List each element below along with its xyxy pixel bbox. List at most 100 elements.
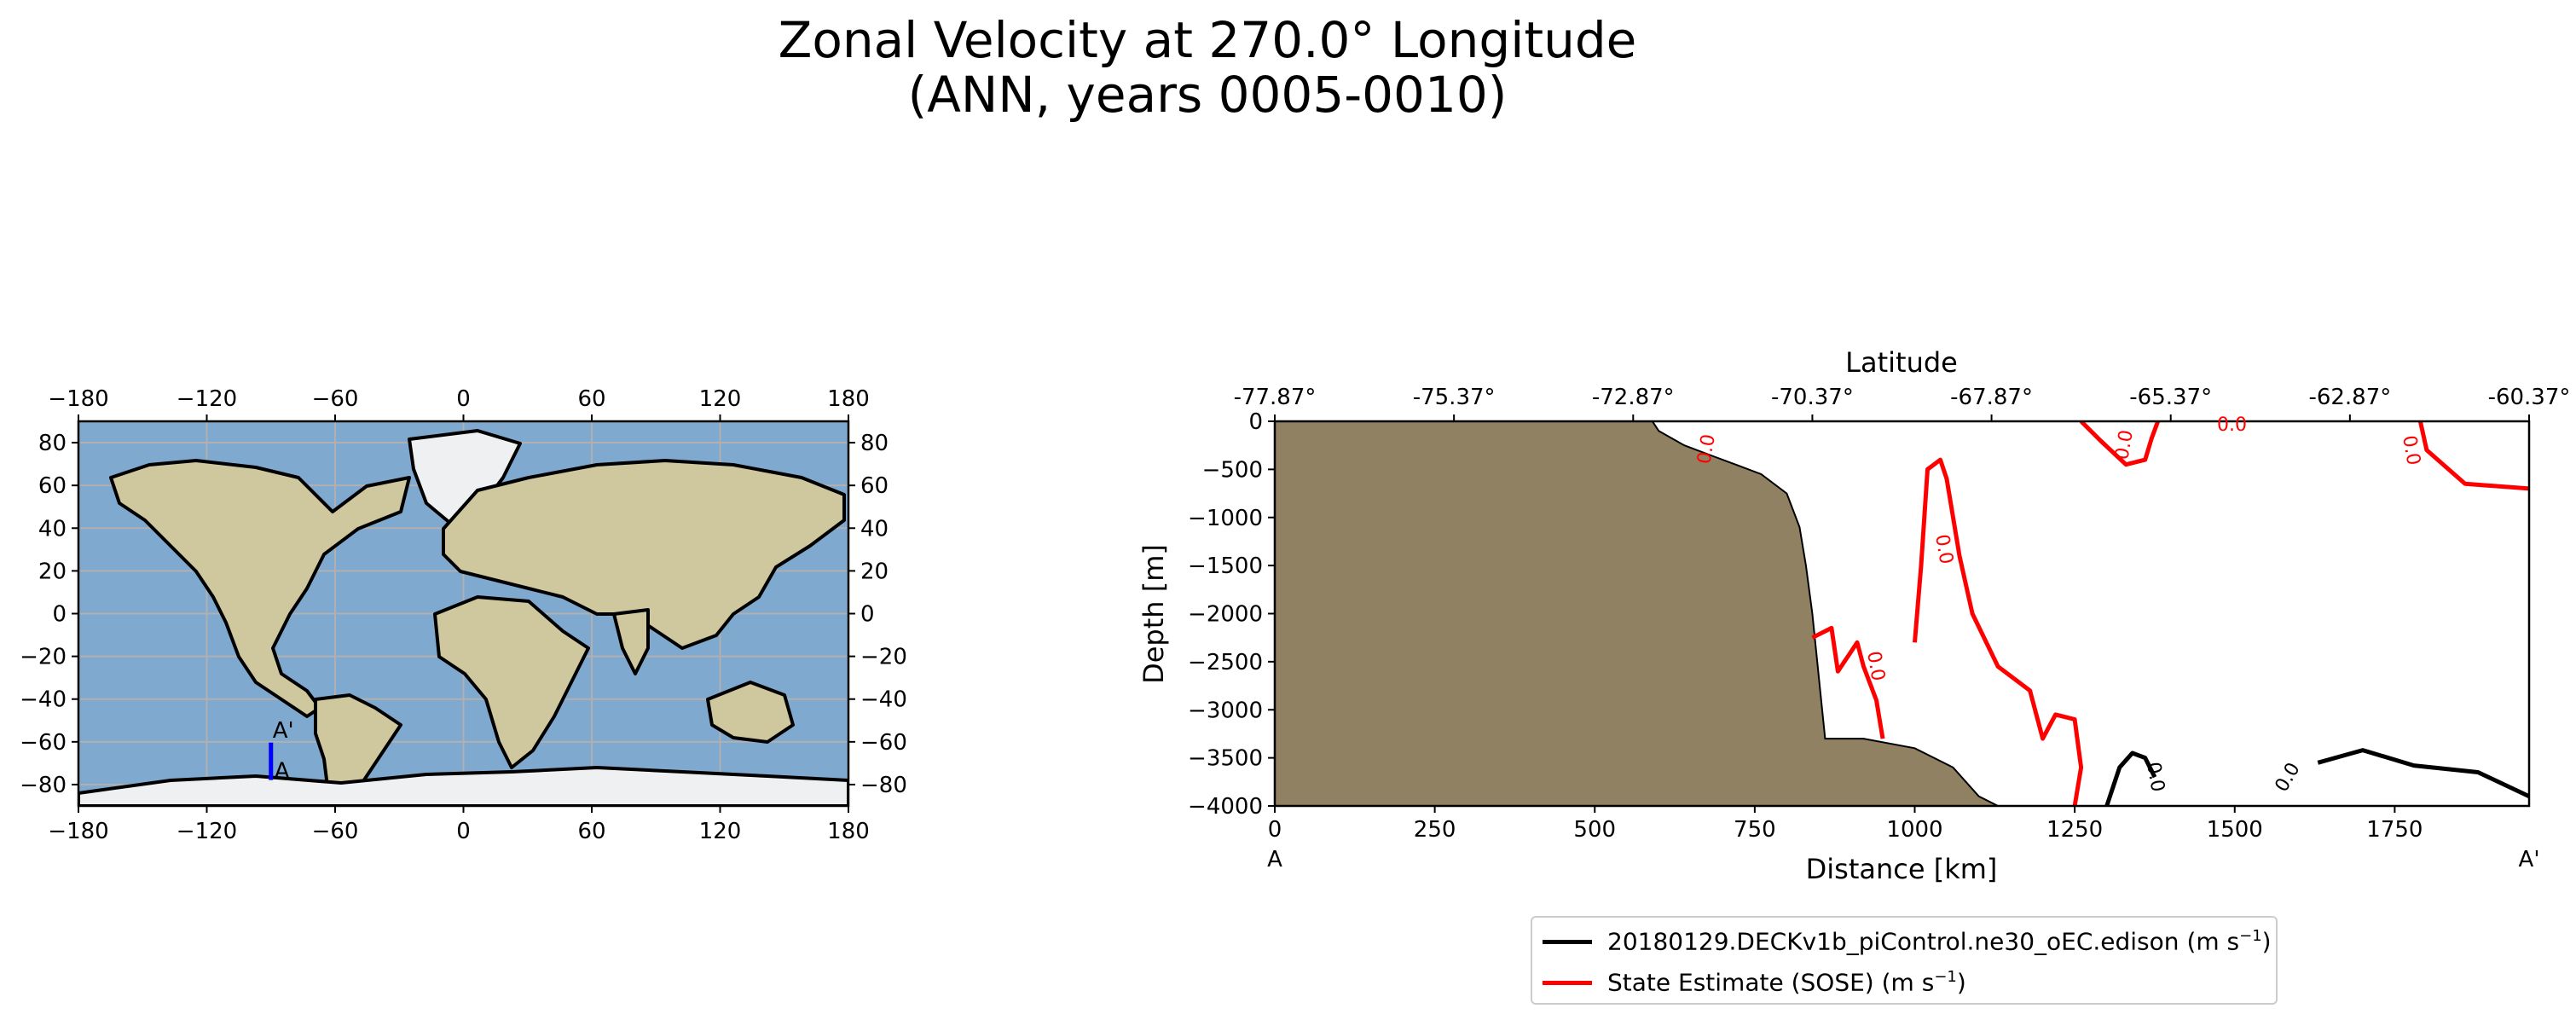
- section-x-tick-label: 0: [1268, 817, 1282, 843]
- model-contour-line: [2104, 751, 2157, 806]
- section-y-tick-label: −3500: [1188, 746, 1263, 772]
- map-ticks: −180 −180 −120 −120 −60 −60 0 0 60 60 120 120 180 180…: [20, 386, 907, 844]
- section-xlabel: Distance [km]: [1806, 853, 1998, 885]
- model-zero-contours: [2104, 748, 2529, 806]
- map-top-tick-label: 60: [577, 386, 605, 412]
- map-bottom-tick-label: 0: [456, 819, 471, 844]
- section-y-tick-label: −4000: [1188, 794, 1263, 820]
- legend-label-model: 20180129.DECKv1b_piControl.ne30_oEC.edis…: [1607, 927, 2272, 955]
- section-y-tick-label: −500: [1202, 457, 1263, 483]
- map-right-tick-label: −80: [860, 773, 907, 798]
- obs-contour-line: [2079, 421, 2161, 467]
- map-panel: −180 −180 −120 −120 −60 −60 0 0 60 60 120 120 180 180…: [20, 386, 907, 844]
- contour-label: 0.0: [1931, 533, 1957, 566]
- map-bottom-tick-label: −180: [48, 819, 108, 844]
- map-left-tick-label: 0: [52, 602, 67, 628]
- map-bottom-tick-label: −120: [177, 819, 237, 844]
- section-top-tick-label: -70.37°: [1771, 385, 1854, 410]
- continent-australia: [706, 681, 795, 744]
- section-panel: 0 250 500 750 1000 1250 1500 1750 0 −500 −1000 −150…: [1137, 346, 2570, 885]
- map-bottom-tick-label: 60: [577, 819, 605, 844]
- map-left-tick-label: 80: [38, 431, 67, 456]
- section-ticks: 0 250 500 750 1000 1250 1500 1750 0 −500 −1000 −150…: [1188, 385, 2570, 843]
- section-x-tick-label: 250: [1414, 817, 1456, 843]
- section-end-label: A': [2519, 847, 2540, 872]
- continent-antarctica: [78, 766, 848, 806]
- map-left-tick-label: −60: [20, 730, 67, 756]
- model-contour-line: [2317, 748, 2529, 798]
- legend-units-exp: −1: [1934, 968, 1957, 987]
- section-start-label: A: [1267, 847, 1282, 872]
- section-x-tick-label: 750: [1734, 817, 1776, 843]
- continent-india: [612, 608, 650, 675]
- legend-model-name: 20180129.DECKv1b_piControl.ne30_oEC.edis…: [1607, 927, 2179, 956]
- legend-item-obs: State Estimate (SOSE) (m s−1): [1543, 965, 1966, 1000]
- continent-north-america: [109, 459, 411, 718]
- contour-labels: 0.0 0.0 0.0 0.0 0.0 0.0 0.0 0.0: [1693, 414, 2424, 796]
- legend-line-model: [1543, 939, 1592, 944]
- map-right-tick-label: 80: [860, 431, 889, 456]
- obs-zero-contours: [1811, 421, 2529, 806]
- map-top-tick-label: −180: [48, 386, 108, 412]
- figure-title-line1: Zonal Velocity at 270.0° Longitude: [778, 11, 1637, 69]
- map-right-tick-label: 60: [860, 473, 889, 499]
- map-top-tick-label: 120: [699, 386, 742, 412]
- legend-units-suffix: ): [2261, 927, 2272, 956]
- section-ylabel: Depth [m]: [1137, 544, 1170, 684]
- map-left-tick-label: 60: [38, 473, 67, 499]
- map-right-tick-label: 20: [860, 559, 889, 584]
- map-top-tick-label: 0: [456, 386, 471, 412]
- legend: 20180129.DECKv1b_piControl.ne30_oEC.edis…: [1531, 916, 2278, 1005]
- section-x-tick-label: 1500: [2207, 817, 2263, 843]
- legend-line-obs: [1543, 980, 1592, 985]
- map-right-tick-label: 40: [860, 516, 889, 542]
- section-x-tick-label: 1750: [2366, 817, 2423, 843]
- legend-obs-name: State Estimate (SOSE): [1607, 968, 1874, 997]
- section-top-axis-label: Latitude: [1845, 346, 1958, 379]
- obs-contour-line: [2417, 421, 2529, 491]
- transect-start-label: A: [275, 759, 290, 785]
- map-left-tick-label: 20: [38, 559, 67, 584]
- section-x-tick-label: 500: [1573, 817, 1616, 843]
- section-top-tick-label: -67.87°: [1950, 385, 2033, 410]
- section-y-tick-label: −1500: [1188, 553, 1263, 579]
- section-y-tick-label: −2000: [1188, 602, 1263, 628]
- section-y-tick-label: −3000: [1188, 698, 1263, 723]
- legend-units-prefix: (m s: [1881, 968, 1935, 997]
- obs-contour-line: [1913, 457, 2084, 806]
- contour-label: 0.0: [2217, 414, 2247, 436]
- contour-label: 0.0: [2398, 434, 2424, 467]
- section-y-tick-label: 0: [1248, 409, 1263, 435]
- section-top-tick-label: -60.37°: [2488, 385, 2571, 410]
- map-left-tick-label: −80: [20, 773, 67, 798]
- figure-title-line2: (ANN, years 0005-0010): [907, 66, 1508, 124]
- transect-end-label: A': [273, 718, 294, 744]
- section-top-tick-label: -77.87°: [1234, 385, 1317, 410]
- continent-eurasia: [442, 459, 846, 650]
- continent-africa: [433, 595, 590, 769]
- section-top-tick-label: -65.37°: [2129, 385, 2212, 410]
- map-left-tick-label: −40: [20, 687, 67, 713]
- contour-label: 0.0: [2111, 428, 2138, 461]
- section-top-tick-label: -72.87°: [1592, 385, 1675, 410]
- map-land: [78, 429, 848, 806]
- section-top-tick-label: -75.37°: [1413, 385, 1496, 410]
- contour-label: 0.0: [1693, 432, 1720, 466]
- map-bottom-tick-label: 120: [699, 819, 742, 844]
- map-right-tick-label: 0: [860, 602, 875, 628]
- section-x-tick-label: 1250: [2046, 817, 2103, 843]
- map-bottom-tick-label: 180: [827, 819, 870, 844]
- map-right-tick-label: −60: [860, 730, 907, 756]
- section-top-tick-label: -62.87°: [2308, 385, 2391, 410]
- legend-units-suffix: ): [1956, 968, 1966, 997]
- map-left-tick-label: 40: [38, 516, 67, 542]
- map-bottom-tick-label: −60: [312, 819, 359, 844]
- legend-label-obs: State Estimate (SOSE) (m s−1): [1607, 968, 1966, 996]
- map-right-tick-label: −20: [860, 645, 907, 670]
- contour-label: 0.0: [2142, 761, 2168, 794]
- legend-units-prefix: (m s: [2186, 927, 2240, 956]
- legend-item-model: 20180129.DECKv1b_piControl.ne30_oEC.edis…: [1543, 924, 2272, 959]
- map-top-tick-label: −60: [312, 386, 359, 412]
- section-y-tick-label: −2500: [1188, 650, 1263, 675]
- section-y-tick-label: −1000: [1188, 506, 1263, 531]
